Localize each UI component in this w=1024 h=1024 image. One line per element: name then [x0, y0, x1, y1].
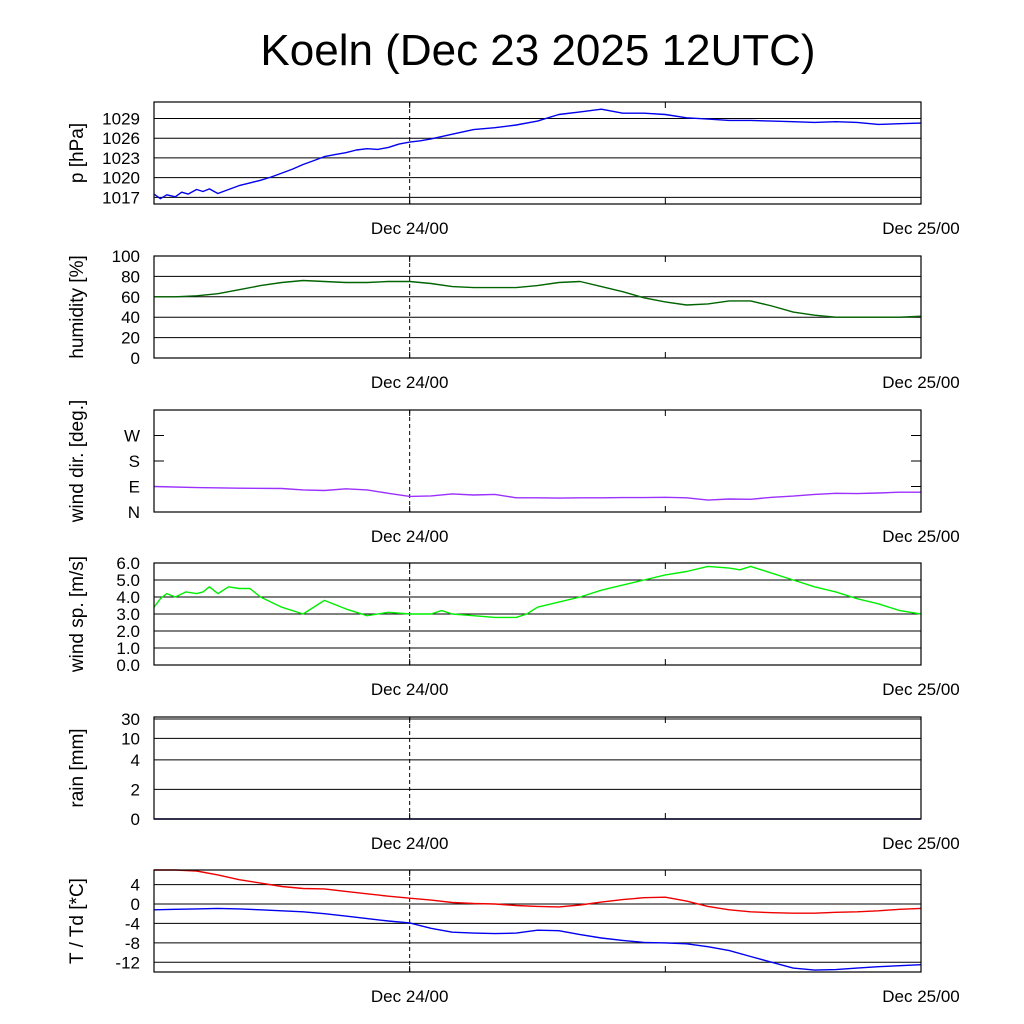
- panel-4-series-wind_speed-line: [153, 565, 922, 619]
- panel-5-x-tick-label: Dec 24/00: [371, 834, 449, 853]
- panel-6-series-temperature-line: [154, 869, 922, 914]
- panel-1-y-tick-label: 1026: [102, 129, 140, 148]
- panel-6-frame: [153, 869, 922, 973]
- panel-2-y-tick-label: 40: [121, 308, 140, 327]
- panel-3-series-wind_dir-line: [153, 485, 921, 501]
- panel-1-x-tick-label: Dec 24/00: [371, 219, 449, 238]
- panel-3-y-tick-label: W: [124, 427, 140, 446]
- panel-1-frame: [153, 101, 922, 205]
- panel-2-y-tick-label: 20: [121, 329, 140, 348]
- panel-4-y-tick-label: 2.0: [116, 622, 140, 641]
- panel-5-y-tick-label: 10: [121, 729, 140, 748]
- panel-1-y-tick-label: 1029: [102, 109, 140, 128]
- panel-5-frame: [153, 716, 922, 820]
- panel-4-y-tick-label: 0.0: [116, 656, 140, 675]
- panel-4-y-tick-label: 4.0: [116, 588, 140, 607]
- panel-4-y-tick-label: 1.0: [116, 639, 140, 658]
- panel-2-frame: [153, 255, 922, 359]
- panel-6-y-tick-label: 4: [131, 876, 140, 895]
- panel-6-x-tick-label: Dec 24/00: [371, 987, 449, 1006]
- panel-1-series-pressure-line: [153, 108, 922, 200]
- panel-1-y-tick-label: 1020: [102, 169, 140, 188]
- panel-2-y-tick-label: 80: [121, 267, 140, 286]
- panel-3-y-tick-label: S: [129, 452, 140, 471]
- panel-4-x-tick-label: Dec 24/00: [371, 680, 449, 699]
- panel-6-y-tick-label: -8: [125, 934, 140, 953]
- panel-3-y-axis-label: wind dir. [deg.]: [67, 400, 88, 524]
- panel-5-y-tick-label: 30: [121, 710, 140, 729]
- panel-5-y-tick-label: 0: [131, 810, 140, 829]
- panel-5-y-tick-label: 2: [131, 780, 140, 799]
- panel-4-y-tick-label: 6.0: [116, 554, 140, 573]
- panel-4-frame: [153, 562, 922, 666]
- panel-4-y-tick-label: 3.0: [116, 605, 140, 624]
- panel-1-y-tick-label: 1023: [102, 149, 140, 168]
- panel-6-x-tick-label: Dec 25/00: [882, 987, 960, 1006]
- panel-5-x-tick-label: Dec 25/00: [882, 834, 960, 853]
- panel-1-x-tick-label: Dec 25/00: [882, 219, 960, 238]
- panel-2-series-humidity-line: [154, 279, 922, 318]
- chart-title: Koeln (Dec 23 2025 12UTC): [260, 26, 816, 75]
- panel-2-x-tick-label: Dec 25/00: [882, 373, 960, 392]
- panel-3-y-tick-label: N: [128, 503, 140, 522]
- panel-4-y-tick-label: 5.0: [116, 571, 140, 590]
- panel-2-y-tick-label: 100: [112, 247, 140, 266]
- panel-5-y-axis-label: rain [mm]: [67, 728, 88, 807]
- panel-3-y-tick-label: E: [129, 478, 140, 497]
- panel-1-y-tick-label: 1017: [102, 188, 140, 207]
- panel-2-x-tick-label: Dec 24/00: [371, 373, 449, 392]
- panel-5-y-tick-label: 4: [131, 751, 140, 770]
- panel-6-series-dewpoint-line: [153, 907, 922, 971]
- panel-6-y-axis-label: T / Td [*C]: [67, 878, 88, 964]
- panel-4-y-axis-label: wind sp. [m/s]: [67, 556, 88, 673]
- panel-2-y-axis-label: humidity [%]: [67, 255, 88, 358]
- panel-2-y-tick-label: 60: [121, 288, 140, 307]
- panel-6-y-tick-label: -12: [115, 953, 140, 972]
- panel-1-y-axis-label: p [hPa]: [67, 123, 88, 183]
- panel-6-y-tick-label: -4: [125, 914, 140, 933]
- panel-3-x-tick-label: Dec 25/00: [882, 527, 960, 546]
- panel-3-x-tick-label: Dec 24/00: [371, 527, 449, 546]
- panel-3-frame: [153, 409, 922, 513]
- panel-4-x-tick-label: Dec 25/00: [882, 680, 960, 699]
- panel-2-y-tick-label: 0: [131, 349, 140, 368]
- panel-6-y-tick-label: 0: [131, 895, 140, 914]
